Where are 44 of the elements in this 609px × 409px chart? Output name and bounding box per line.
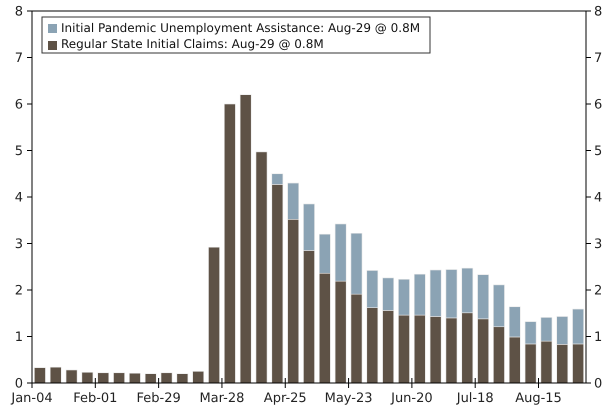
bar	[129, 372, 141, 384]
y2-tick-label: 0	[594, 376, 602, 392]
y-tick-label: 6	[14, 98, 23, 113]
y2-tick-label: 1	[594, 330, 602, 346]
y-tick-label: 0	[14, 376, 23, 392]
y2-tick-label: 8	[594, 4, 602, 20]
y-tick-label: 7	[14, 51, 23, 66]
bar	[176, 373, 188, 384]
bar	[192, 371, 204, 384]
x-tick-label: Feb-29	[136, 391, 181, 406]
x-tick-label: Mar-28	[199, 391, 244, 406]
y2-tick-label: 6	[594, 98, 602, 113]
bar	[208, 246, 220, 384]
y2-tick-label: 4	[594, 190, 602, 206]
bar	[82, 372, 94, 384]
legend-label: Initial Pandemic Unemployment Assistance: Aug-29 @ 0.8M	[61, 21, 420, 35]
y2-tick-label: 2	[594, 284, 602, 299]
y-tick-label: 2	[14, 284, 23, 299]
bar	[66, 370, 78, 384]
bar	[224, 104, 236, 384]
y-tick-label: 8	[14, 4, 23, 20]
y2-tick-label: 7	[594, 51, 602, 66]
y-tick-label: 4	[14, 190, 23, 206]
bar	[160, 372, 172, 384]
x-tick-label: Feb-01	[73, 391, 118, 406]
y-tick-label: 1	[14, 330, 23, 346]
y-tick-label: 3	[14, 237, 23, 252]
bar	[256, 152, 268, 384]
x-tick-label: Jul-18	[456, 391, 494, 406]
bar	[113, 372, 125, 384]
x-tick-label: Jun-20	[390, 391, 433, 406]
y-tick-label: 5	[14, 144, 23, 160]
y2-tick-label: 5	[594, 144, 602, 160]
x-tick-label: Apr-25	[264, 391, 307, 406]
bar	[97, 372, 110, 384]
bar	[50, 366, 62, 384]
bar	[240, 94, 252, 384]
bar	[144, 373, 157, 384]
x-tick-label: Aug-15	[515, 391, 562, 406]
bar	[34, 367, 46, 384]
x-tick-label: May-23	[324, 391, 373, 406]
y2-tick-label: 3	[594, 237, 602, 252]
x-tick-label: Jan-04	[10, 391, 53, 406]
legend-label: Regular State Initial Claims: Aug-29 @ 0.8M	[61, 37, 324, 51]
